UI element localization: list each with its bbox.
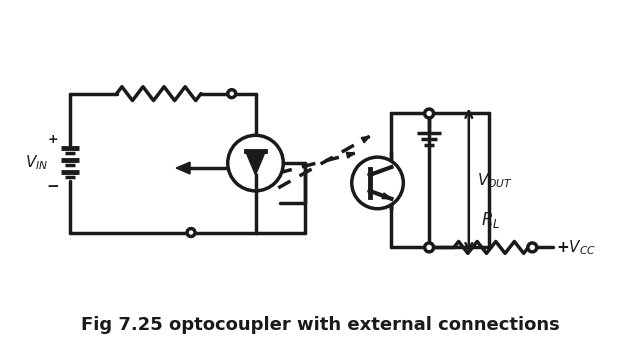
Polygon shape xyxy=(382,193,392,199)
Text: $R_L$: $R_L$ xyxy=(481,209,500,230)
Polygon shape xyxy=(246,151,266,175)
Polygon shape xyxy=(346,152,355,158)
Polygon shape xyxy=(176,162,190,174)
Text: $V_{OUT}$: $V_{OUT}$ xyxy=(477,171,513,190)
Text: +: + xyxy=(48,133,58,146)
Circle shape xyxy=(187,229,195,237)
Circle shape xyxy=(425,109,433,118)
Circle shape xyxy=(352,157,403,209)
Text: +$V_{CC}$: +$V_{CC}$ xyxy=(556,238,596,257)
Circle shape xyxy=(228,90,236,98)
Text: −: − xyxy=(47,180,60,195)
Text: $V_{IN}$: $V_{IN}$ xyxy=(25,154,48,173)
Circle shape xyxy=(228,135,284,191)
Circle shape xyxy=(425,243,433,252)
Circle shape xyxy=(528,243,537,252)
Polygon shape xyxy=(361,136,370,143)
Text: Fig 7.25 optocoupler with external connections: Fig 7.25 optocoupler with external conne… xyxy=(81,316,559,334)
